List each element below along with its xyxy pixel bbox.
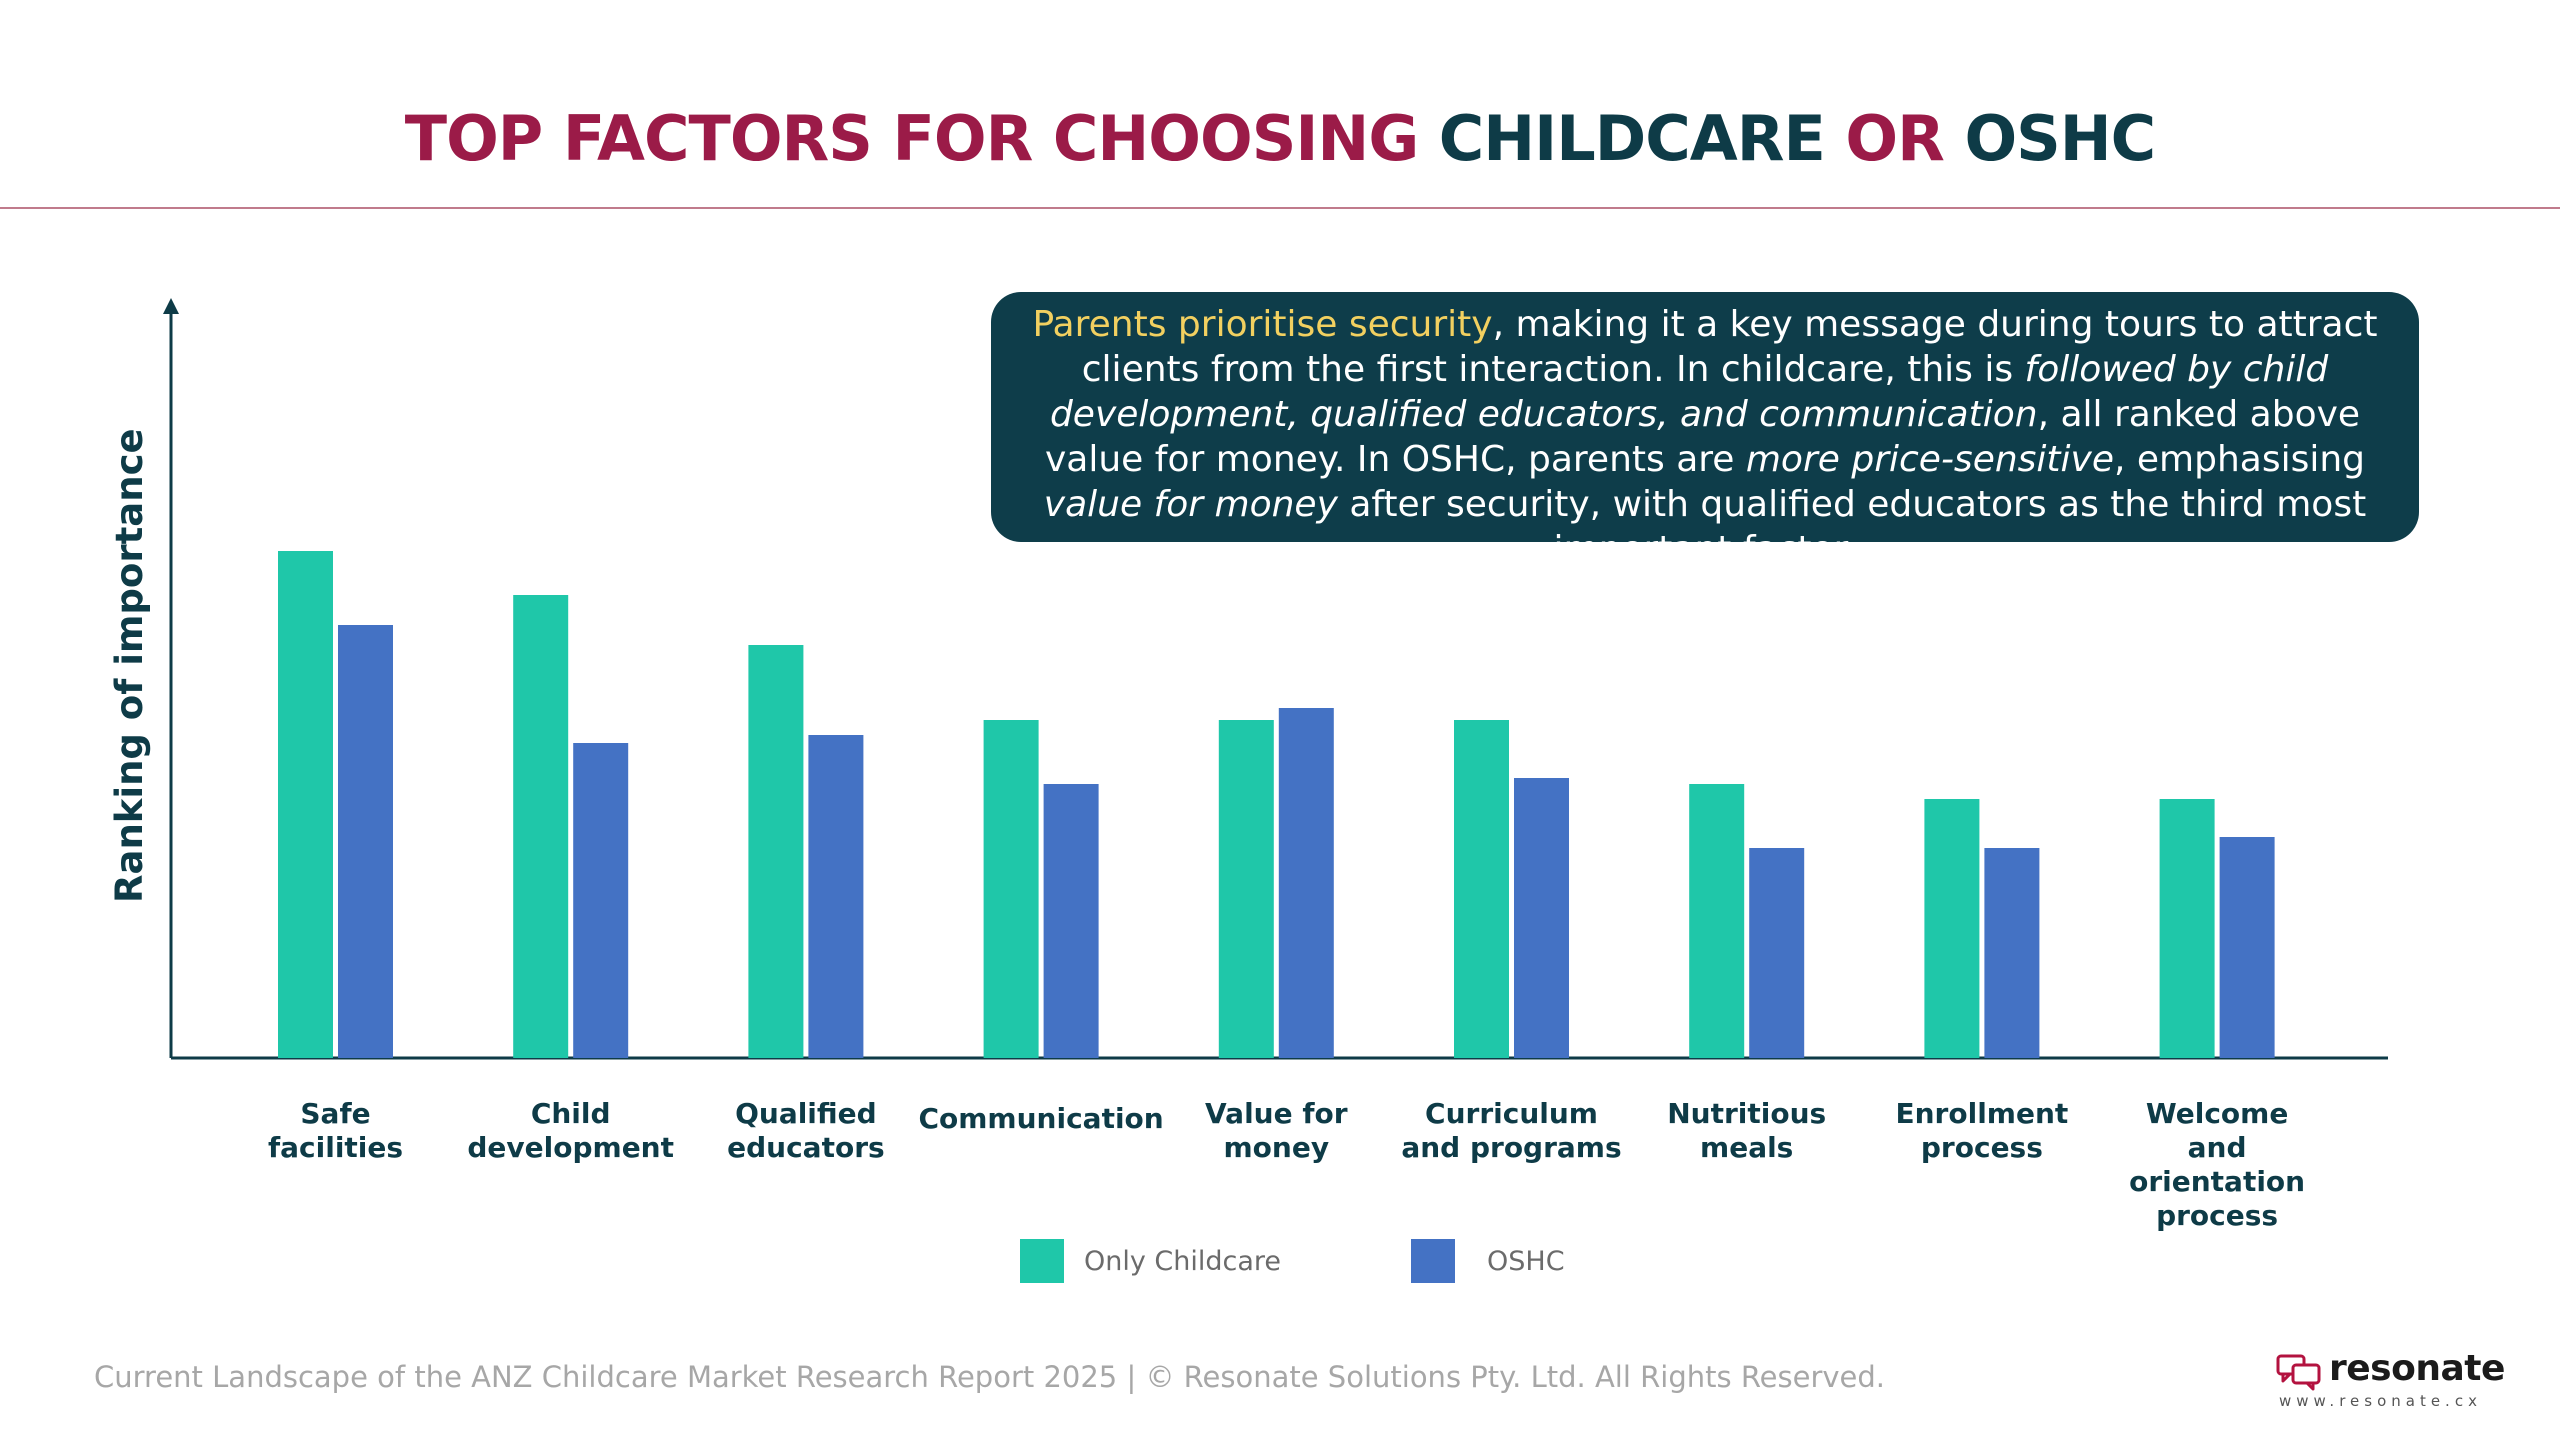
bar-childcare: [748, 645, 804, 1058]
legend-item-childcare: Only Childcare: [1020, 1238, 1281, 1284]
x-tick-label: Child development: [467, 1097, 675, 1164]
bar-childcare: [278, 551, 333, 1058]
bar-childcare: [1218, 720, 1274, 1058]
callout-highlight: Parents prioritise security: [1032, 304, 1493, 345]
y-axis-label: Ranking of importance: [108, 428, 151, 903]
bar-childcare: [1454, 720, 1509, 1058]
x-tick-label: Enrollment process: [1895, 1097, 2069, 1164]
callout-text-4: after security, with qualified educators…: [1337, 484, 2367, 570]
title-part-3: OR: [1824, 102, 1965, 175]
x-tick-label: Communication: [918, 1102, 1164, 1135]
x-tick-label: Value for money: [1205, 1097, 1348, 1164]
x-tick-label: Welcome and orientation process: [2129, 1097, 2306, 1232]
title-part-4: OSHC: [1964, 102, 2156, 175]
x-tick-label: Curriculum and programs: [1401, 1097, 1622, 1164]
bar-oshc: [1984, 848, 2040, 1058]
bar-oshc: [2219, 837, 2275, 1058]
y-axis-arrow-icon: [163, 298, 179, 314]
legend-swatch-oshc: [1411, 1239, 1455, 1283]
legend-label-childcare: Only Childcare: [1084, 1245, 1282, 1277]
x-tick-label: Safe facilities: [267, 1097, 404, 1164]
callout-text-3: , emphasising: [2113, 439, 2365, 480]
title-part-2: CHILDCARE: [1438, 102, 1826, 175]
bar-oshc: [1749, 848, 1805, 1058]
bar-childcare: [1689, 784, 1745, 1058]
x-tick-label: Qualified educators: [727, 1097, 885, 1164]
bar-oshc: [1043, 784, 1099, 1058]
legend-item-oshc: OSHC: [1411, 1238, 1565, 1284]
bar-oshc: [1278, 708, 1334, 1058]
bar-childcare: [2159, 799, 2215, 1058]
callout-emphasis-1: followed by child development, qualified…: [1049, 349, 2329, 435]
logo-wordmark: resonate: [2329, 1348, 2505, 1389]
x-tick-label: Nutritious meals: [1667, 1097, 1827, 1164]
bar-childcare: [983, 720, 1039, 1058]
page-title: TOP FACTORS FOR CHOOSING CHILDCARE OR OS…: [0, 102, 2560, 175]
resonate-logo[interactable]: resonate www.resonate.cx: [2275, 1348, 2505, 1412]
bar-childcare: [513, 595, 569, 1058]
callout-emphasis-2: more price-sensitive: [1745, 439, 2114, 480]
insight-callout: Parents prioritise security, making it a…: [991, 292, 2419, 570]
bar-childcare: [1924, 799, 1980, 1058]
bar-oshc: [573, 743, 629, 1058]
legend-label-oshc: OSHC: [1487, 1245, 1565, 1277]
bar-oshc: [808, 735, 864, 1058]
chat-bubbles-icon: [2276, 1354, 2321, 1391]
bar-oshc: [1514, 778, 1569, 1058]
callout-text-1: , making it a key message during tours t…: [1081, 304, 2378, 390]
bar-oshc: [338, 625, 393, 1058]
callout-text-2: , all ranked above value for money. In O…: [1045, 394, 2361, 480]
logo-url: www.resonate.cx: [2279, 1392, 2482, 1410]
title-part-1: TOP FACTORS FOR CHOOSING: [404, 102, 1439, 175]
title-divider: [0, 207, 2560, 209]
callout-emphasis-3: value for money: [1043, 484, 1338, 525]
legend-swatch-childcare: [1020, 1239, 1064, 1283]
footer-copyright: Current Landscape of the ANZ Childcare M…: [94, 1360, 1886, 1394]
